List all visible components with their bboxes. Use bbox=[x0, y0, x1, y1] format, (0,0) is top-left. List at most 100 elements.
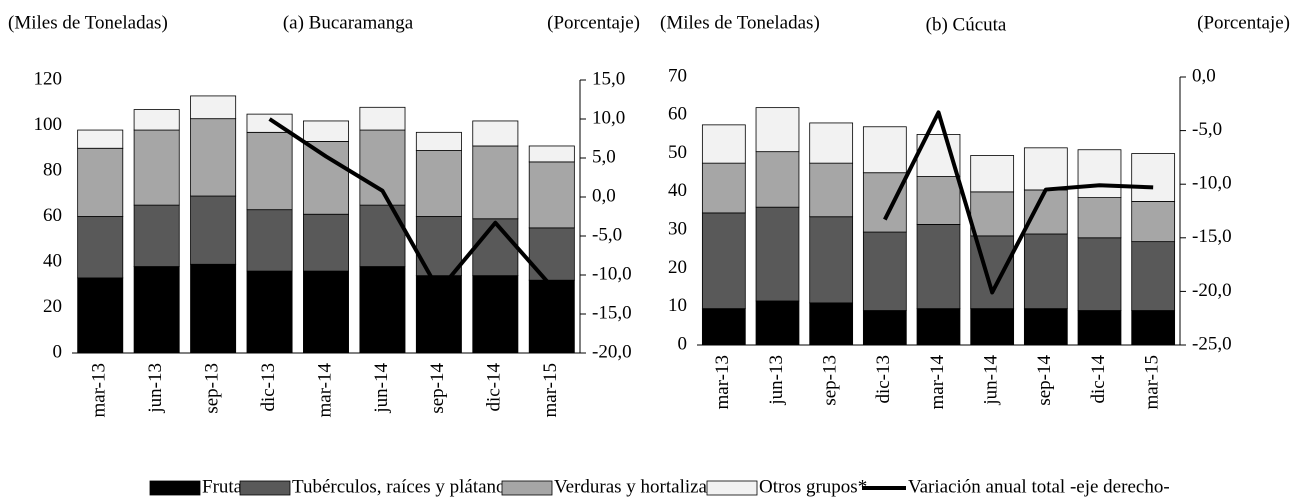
bar-segment bbox=[701, 162, 746, 214]
bar-segment bbox=[701, 308, 746, 346]
y-tick-label: 50 bbox=[668, 142, 687, 163]
bar-segment bbox=[1023, 308, 1068, 346]
y2-axis-label: (Porcentaje) bbox=[547, 12, 640, 33]
y-tick-label: 40 bbox=[668, 180, 687, 201]
bar-segment bbox=[133, 266, 180, 354]
chart-title: (a) Bucaramanga bbox=[283, 12, 414, 33]
bar-segment bbox=[862, 172, 907, 233]
bar-segment bbox=[415, 150, 462, 217]
bar-segment bbox=[1131, 310, 1176, 346]
y-axis-label: (Miles de Toneladas) bbox=[8, 12, 168, 33]
bar-segment bbox=[77, 277, 124, 354]
x-tick-label: dic-14 bbox=[484, 363, 505, 412]
y2-tick-label: 0,0 bbox=[1192, 65, 1216, 86]
y2-tick-label: -20,0 bbox=[1192, 280, 1232, 301]
bar-segment bbox=[190, 95, 237, 120]
bar-segment bbox=[528, 227, 575, 281]
bar-segment bbox=[133, 109, 180, 131]
y-axis-label: (Miles de Toneladas) bbox=[660, 12, 820, 33]
bar-segment bbox=[1077, 237, 1122, 311]
bar-segment bbox=[246, 131, 293, 211]
y2-tick-label: 0,0 bbox=[592, 185, 616, 206]
bar-segment bbox=[755, 107, 800, 153]
bar-segment bbox=[809, 302, 854, 346]
bar-segment bbox=[359, 266, 406, 354]
bar-segment bbox=[303, 141, 349, 215]
bar-segment bbox=[246, 209, 293, 272]
legend-swatch bbox=[501, 480, 553, 496]
x-tick-label: dic-13 bbox=[873, 355, 894, 404]
bar-segment bbox=[970, 308, 1015, 346]
bar-segment bbox=[970, 155, 1015, 193]
bar-segment bbox=[809, 162, 854, 218]
y2-tick-label: -25,0 bbox=[1192, 333, 1232, 354]
y2-tick-label: -10,0 bbox=[592, 263, 632, 284]
y-tick-label: 100 bbox=[34, 114, 63, 135]
x-tick-label: dic-13 bbox=[258, 363, 279, 412]
y2-tick-label: -20,0 bbox=[592, 341, 632, 362]
bar-segment bbox=[701, 212, 746, 310]
bar-segment bbox=[359, 106, 406, 131]
y-tick-label: 30 bbox=[668, 219, 687, 240]
y2-tick-label: -15,0 bbox=[592, 302, 632, 323]
bar-segment bbox=[809, 216, 854, 304]
y-tick-label: 0 bbox=[678, 333, 688, 354]
bar-segment bbox=[862, 126, 907, 174]
bar-segment bbox=[77, 147, 124, 217]
bar-segment bbox=[1077, 310, 1122, 346]
bar-segment bbox=[133, 204, 180, 267]
y2-tick-label: 15,0 bbox=[592, 68, 625, 89]
x-tick-label: sep-13 bbox=[201, 363, 222, 414]
legend-label: Frutas bbox=[202, 476, 250, 497]
bar-segment bbox=[415, 131, 462, 151]
bar-segment bbox=[472, 275, 519, 354]
y-tick-label: 80 bbox=[43, 159, 62, 180]
line-series bbox=[883, 110, 1154, 295]
x-tick-label: jun-13 bbox=[766, 355, 787, 406]
bar-segment bbox=[755, 206, 800, 302]
bar-segment bbox=[755, 300, 800, 346]
x-tick-label: dic-14 bbox=[1088, 355, 1109, 404]
bar-segment bbox=[246, 270, 293, 354]
x-tick-label: sep-14 bbox=[1034, 355, 1055, 406]
x-tick-label: mar-13 bbox=[712, 355, 733, 410]
line-series bbox=[268, 117, 554, 293]
bar-segment bbox=[77, 216, 124, 279]
bar-segment bbox=[528, 161, 575, 229]
bar-segment bbox=[1023, 189, 1068, 235]
y2-tick-label: 5,0 bbox=[592, 146, 616, 167]
y2-tick-label: -5,0 bbox=[592, 224, 622, 245]
y2-tick-label: -15,0 bbox=[1192, 226, 1232, 247]
bar-segment bbox=[528, 279, 575, 354]
y-tick-label: 20 bbox=[668, 257, 687, 278]
legend-swatch bbox=[706, 480, 758, 496]
x-tick-label: sep-14 bbox=[427, 363, 448, 414]
legend-swatch bbox=[239, 480, 291, 496]
bar-segment bbox=[1077, 149, 1122, 199]
x-tick-label: mar-15 bbox=[1142, 355, 1163, 410]
bar-segment bbox=[809, 122, 854, 164]
y-tick-label: 120 bbox=[34, 68, 63, 89]
bar-segment bbox=[303, 213, 349, 272]
legend-label: Tubérculos, raíces y plátanos bbox=[292, 476, 513, 497]
bar-segment bbox=[472, 145, 519, 220]
bar-segment bbox=[133, 129, 180, 206]
bar-segment bbox=[77, 129, 124, 149]
y2-axis-label: (Porcentaje) bbox=[1197, 12, 1290, 33]
x-tick-label: sep-13 bbox=[820, 355, 841, 406]
y-tick-label: 40 bbox=[43, 250, 62, 271]
y2-tick-label: 10,0 bbox=[592, 107, 625, 128]
bar-segment bbox=[862, 310, 907, 346]
y-tick-label: 60 bbox=[668, 104, 687, 125]
legend-label: Verduras y hortalizas bbox=[554, 476, 714, 497]
bar-segment bbox=[1131, 241, 1176, 311]
y-tick-label: 10 bbox=[668, 295, 687, 316]
bar-segment bbox=[701, 124, 746, 164]
bar-segment bbox=[755, 151, 800, 208]
legend-swatch bbox=[149, 480, 201, 496]
bar-segment bbox=[1131, 201, 1176, 243]
bar-segment bbox=[1131, 153, 1176, 202]
x-tick-label: jun-13 bbox=[145, 363, 166, 414]
y2-tick-label: -5,0 bbox=[1192, 119, 1222, 140]
